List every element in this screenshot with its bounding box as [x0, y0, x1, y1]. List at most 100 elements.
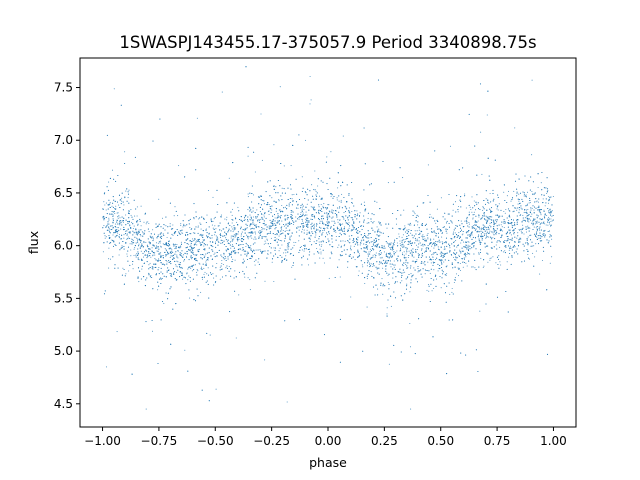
data-point	[263, 222, 265, 224]
data-point	[170, 248, 172, 250]
data-point	[437, 246, 439, 248]
data-point	[149, 241, 151, 244]
data-point	[257, 261, 259, 263]
data-point	[378, 267, 380, 269]
data-point	[201, 241, 203, 243]
data-point	[351, 210, 353, 213]
data-point	[531, 207, 533, 209]
data-point	[123, 204, 125, 206]
data-point	[307, 264, 310, 266]
data-point	[489, 218, 491, 220]
data-point	[342, 240, 344, 242]
data-point	[463, 258, 466, 260]
data-point	[249, 207, 251, 209]
data-point	[431, 245, 433, 247]
data-point	[306, 203, 308, 205]
data-point	[184, 349, 186, 351]
data-point	[250, 216, 252, 218]
data-point	[323, 229, 325, 231]
data-point	[111, 228, 113, 231]
data-point	[340, 240, 342, 242]
data-point	[363, 201, 365, 203]
data-point	[298, 218, 300, 220]
data-point	[177, 257, 179, 259]
data-point	[357, 232, 359, 234]
data-point	[297, 207, 299, 209]
data-point	[427, 233, 429, 235]
data-point	[496, 219, 498, 221]
data-point	[372, 254, 374, 256]
data-point	[200, 228, 202, 230]
data-point	[531, 190, 533, 193]
data-point	[394, 282, 396, 284]
data-point	[268, 213, 270, 216]
data-point	[431, 290, 433, 292]
data-point	[134, 215, 136, 217]
data-point	[396, 250, 398, 252]
data-point	[364, 282, 366, 285]
data-point	[324, 227, 326, 229]
data-point	[507, 190, 510, 192]
data-point	[508, 219, 510, 222]
data-point	[130, 209, 132, 211]
data-point	[508, 229, 510, 231]
data-point	[374, 245, 376, 248]
data-point	[457, 211, 459, 213]
data-point	[496, 221, 498, 223]
data-point	[161, 255, 163, 257]
data-point	[497, 240, 499, 242]
data-point	[394, 268, 396, 270]
data-point	[121, 245, 123, 247]
data-point	[183, 223, 185, 225]
data-point	[119, 224, 121, 226]
data-point	[504, 212, 506, 214]
data-point	[104, 237, 106, 239]
data-point	[305, 211, 307, 213]
data-point	[451, 287, 453, 290]
data-point	[424, 273, 426, 275]
data-point	[409, 240, 411, 242]
data-point	[368, 221, 370, 224]
data-point	[536, 200, 538, 202]
data-point	[367, 259, 369, 262]
data-point	[196, 240, 198, 242]
data-point	[127, 197, 129, 199]
data-point	[371, 265, 373, 268]
data-point	[529, 227, 531, 229]
data-point	[339, 276, 341, 278]
data-point	[455, 240, 457, 242]
data-point	[145, 241, 147, 243]
data-point	[176, 244, 178, 246]
data-point	[133, 248, 135, 250]
data-point	[193, 218, 195, 220]
data-point	[437, 270, 439, 272]
data-point	[163, 234, 165, 237]
data-point	[213, 218, 215, 220]
data-point	[499, 261, 501, 263]
data-point	[426, 270, 429, 272]
data-point	[539, 273, 541, 275]
data-point	[464, 193, 466, 195]
data-point	[224, 231, 226, 233]
data-point	[181, 250, 183, 252]
data-point	[543, 209, 545, 211]
data-point	[205, 221, 207, 224]
data-point	[132, 234, 134, 236]
data-point	[534, 256, 536, 258]
data-point	[462, 233, 464, 235]
data-point	[111, 239, 113, 241]
data-point	[208, 226, 210, 228]
data-point	[390, 266, 392, 268]
data-point	[291, 266, 293, 268]
data-point	[320, 245, 322, 247]
data-point	[342, 223, 344, 225]
data-point	[497, 194, 499, 196]
data-point	[221, 259, 223, 262]
data-point	[506, 195, 508, 197]
data-point	[377, 288, 379, 290]
data-point	[481, 216, 483, 218]
data-point	[308, 221, 310, 223]
data-point	[241, 249, 243, 251]
data-point	[231, 238, 233, 240]
data-point	[105, 209, 107, 211]
